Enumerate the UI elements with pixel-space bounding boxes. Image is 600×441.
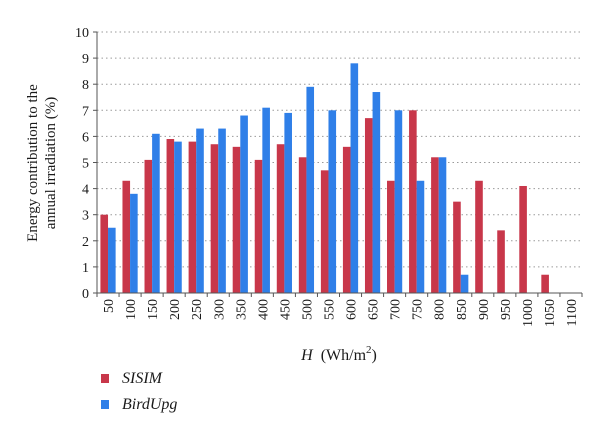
x-axis-label: H (Wh/m2) xyxy=(300,344,377,364)
y-tick-label: 9 xyxy=(82,52,89,67)
y-axis-label-line2: annual irradiation (%) xyxy=(43,97,59,229)
x-tick-label: 50 xyxy=(102,299,117,313)
bar-sisim-600 xyxy=(342,146,351,293)
legend: SISIM BirdUpg xyxy=(101,370,177,413)
bar-sisim-1000 xyxy=(519,185,527,293)
x-tick-label: 100 xyxy=(124,299,139,320)
bar-birdupg-400 xyxy=(262,107,270,293)
x-tick-label: 1000 xyxy=(521,299,536,327)
bar-sisim-350 xyxy=(232,146,241,293)
y-tick-label: 4 xyxy=(82,183,89,198)
bar-sisim-900 xyxy=(475,180,483,293)
bar-birdupg-50 xyxy=(108,227,116,293)
y-tick-label: 10 xyxy=(75,26,89,41)
y-axis-label-line1: Energy contribution to the xyxy=(25,84,41,242)
x-tick-label: 950 xyxy=(499,299,514,320)
bar-birdupg-800 xyxy=(438,157,447,293)
bar-sisim-200 xyxy=(166,139,175,293)
x-tick-label: 800 xyxy=(433,299,448,320)
bar-sisim-300 xyxy=(210,144,219,293)
bar-birdupg-350 xyxy=(240,115,248,294)
legend-swatch-sisim xyxy=(101,374,109,383)
x-tick-label: 550 xyxy=(322,299,337,320)
x-tick-label: 600 xyxy=(345,299,360,320)
bar-birdupg-250 xyxy=(196,128,204,293)
gridlines xyxy=(93,31,582,294)
y-tick-label: 7 xyxy=(82,104,89,119)
bar-birdupg-650 xyxy=(372,92,381,293)
bar-birdupg-100 xyxy=(130,193,138,293)
y-tick-labels: 0 1 2 3 4 5 6 7 8 9 10 xyxy=(75,26,89,302)
y-tick-label: 3 xyxy=(82,209,89,224)
x-tick-label: 1050 xyxy=(543,299,558,327)
x-tick-label: 650 xyxy=(367,299,382,320)
bar-sisim-250 xyxy=(188,141,197,293)
bar-birdupg-300 xyxy=(218,128,226,293)
bar-sisim-450 xyxy=(276,144,285,293)
x-tick-label: 250 xyxy=(190,299,205,320)
bar-sisim-650 xyxy=(364,118,373,293)
x-tick-label: 750 xyxy=(411,299,426,320)
y-tick-label: 2 xyxy=(82,235,89,250)
bar-birdupg-750 xyxy=(416,180,425,293)
bars xyxy=(100,63,549,294)
bar-sisim-750 xyxy=(409,110,417,293)
x-tick-label: 500 xyxy=(300,299,315,320)
legend-swatch-birdupg xyxy=(101,400,109,409)
bar-sisim-850 xyxy=(453,201,461,293)
legend-label-birdupg: BirdUpg xyxy=(122,396,177,413)
bar-sisim-800 xyxy=(431,157,439,293)
y-tick-label: 6 xyxy=(82,130,89,145)
x-tick-label: 400 xyxy=(256,299,271,320)
x-tick-label: 450 xyxy=(278,299,293,320)
bar-birdupg-700 xyxy=(394,110,403,293)
x-tick-label: 700 xyxy=(389,299,404,320)
x-axis-label-sup: 2 xyxy=(366,344,372,356)
y-tick-label: 0 xyxy=(82,287,89,302)
bar-birdupg-500 xyxy=(306,86,315,293)
bar-birdupg-450 xyxy=(284,112,292,293)
bar-sisim-50 xyxy=(100,214,109,293)
bar-birdupg-850 xyxy=(460,274,469,293)
x-tick-labels: 50 100 150 200 250 300 350 400 450 500 550 600 650 70… xyxy=(96,293,583,327)
bar-birdupg-550 xyxy=(328,110,337,293)
y-axis-label: Energy contribution to the annual irradi… xyxy=(25,84,59,242)
x-tick-label: 850 xyxy=(455,299,470,320)
bar-sisim-950 xyxy=(497,230,505,293)
bar-sisim-500 xyxy=(298,157,307,293)
bar-sisim-550 xyxy=(320,170,329,293)
x-axis-label-close: ) xyxy=(372,347,377,364)
x-tick-label: 150 xyxy=(146,299,161,320)
x-tick-label: 1100 xyxy=(565,299,580,326)
bar-sisim-150 xyxy=(144,159,153,293)
x-tick-label: 350 xyxy=(234,299,249,320)
bar-sisim-100 xyxy=(122,180,131,293)
x-axis-label-symbol: H xyxy=(300,347,314,364)
bar-sisim-700 xyxy=(387,180,395,293)
bar-birdupg-600 xyxy=(350,63,359,293)
x-tick-label: 300 xyxy=(212,299,227,320)
x-tick-label: 900 xyxy=(477,299,492,320)
y-tick-label: 5 xyxy=(82,157,89,172)
bar-sisim-400 xyxy=(254,159,263,293)
bar-birdupg-150 xyxy=(152,133,160,293)
y-tick-label: 1 xyxy=(82,261,89,276)
y-tick-label: 8 xyxy=(82,78,89,93)
bar-birdupg-200 xyxy=(174,141,182,293)
x-tick-label: 200 xyxy=(168,299,183,320)
x-axis-label-unit: (Wh/m xyxy=(321,347,367,364)
legend-label-sisim: SISIM xyxy=(122,370,164,387)
bar-sisim-1050 xyxy=(541,274,549,293)
